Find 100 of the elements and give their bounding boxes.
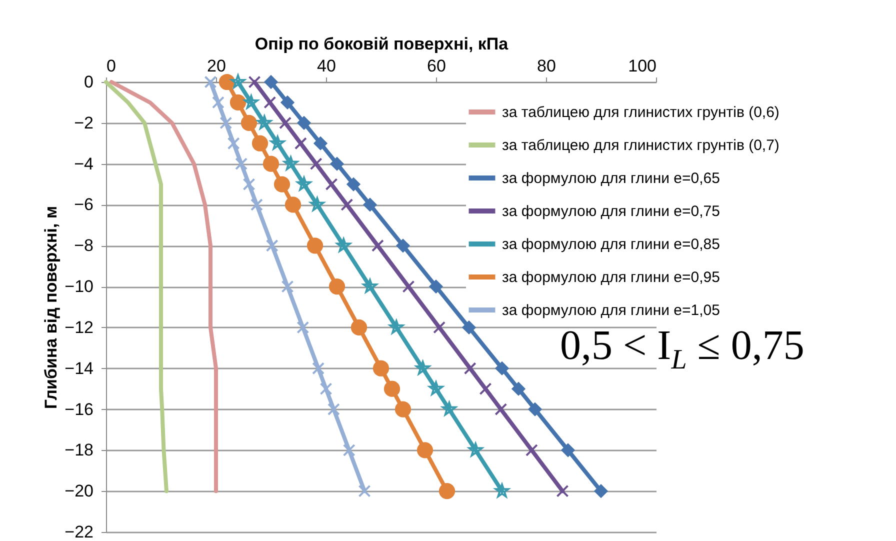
- y-tick-label: −22: [64, 522, 94, 541]
- point: [464, 362, 476, 375]
- point: [218, 74, 236, 90]
- legend-label: за формулою для глини е=0,95: [502, 269, 720, 286]
- y-tick-label: 0: [84, 72, 94, 92]
- point: [560, 443, 576, 458]
- point: [270, 136, 285, 150]
- point: [280, 95, 295, 110]
- point: [389, 320, 404, 334]
- line-series: [110, 80, 218, 494]
- point: [262, 156, 280, 172]
- point: [281, 280, 294, 293]
- point: [204, 76, 217, 88]
- point: [494, 484, 510, 498]
- point: [327, 403, 340, 416]
- point: [358, 484, 371, 498]
- x-tick-label: 20: [207, 56, 226, 76]
- legend-label: за формулою для глини е=0,75: [502, 203, 720, 220]
- point: [252, 135, 268, 152]
- y-tick-label: −16: [64, 400, 94, 419]
- point: [336, 238, 351, 252]
- y-tick-label: −6: [74, 195, 94, 214]
- point: [257, 115, 272, 130]
- point: [371, 239, 384, 252]
- point: [479, 382, 492, 396]
- point: [296, 116, 312, 130]
- y-tick-label: −20: [64, 482, 94, 501]
- point: [494, 361, 510, 376]
- point: [294, 137, 307, 150]
- point: [416, 360, 430, 375]
- point: [468, 442, 483, 456]
- point: [511, 382, 526, 396]
- point: [296, 176, 312, 191]
- point: [462, 320, 476, 335]
- point: [402, 280, 415, 293]
- annotation: 0,5 < I$_{L}$ ≤ 0,75: [560, 322, 804, 376]
- point: [244, 94, 258, 109]
- x-tick-label: 40: [317, 56, 336, 76]
- point: [342, 444, 356, 456]
- point: [306, 238, 324, 254]
- point: [433, 321, 446, 334]
- y-tick-label: −10: [64, 277, 94, 296]
- point: [220, 116, 232, 130]
- y-tick-label: −2: [74, 113, 94, 132]
- point: [384, 380, 400, 397]
- point: [313, 136, 328, 150]
- point: [594, 484, 608, 498]
- point: [396, 238, 410, 253]
- y-axis-title: Глибина від поверхні, м: [42, 206, 61, 410]
- point: [227, 137, 240, 150]
- point: [242, 178, 256, 191]
- point: [428, 279, 444, 294]
- point: [310, 197, 324, 212]
- x-tick-label: 0: [106, 56, 116, 76]
- point: [230, 94, 246, 110]
- x-tick-label: 100: [628, 56, 656, 76]
- point: [264, 96, 276, 109]
- point: [525, 444, 538, 456]
- legend-label: за таблицею для глинистих грунтів (0,7): [502, 137, 780, 154]
- x-tick-label: 60: [427, 56, 446, 76]
- point: [240, 114, 258, 131]
- point: [212, 96, 224, 109]
- point: [310, 158, 322, 170]
- point: [556, 484, 569, 498]
- x-tick-label: 80: [537, 56, 556, 76]
- point: [279, 116, 292, 130]
- y-tick-label: −4: [74, 154, 94, 174]
- point: [284, 156, 298, 170]
- point: [372, 360, 390, 376]
- point: [528, 402, 542, 416]
- y-tick-label: −14: [64, 358, 94, 378]
- x-axis-title: Опір по боковій поверхні, кПа: [254, 34, 509, 54]
- point: [494, 403, 508, 416]
- point: [320, 382, 332, 396]
- legend-label: за формулою для глини е=0,85: [502, 236, 720, 253]
- point: [296, 321, 310, 334]
- point: [416, 442, 434, 458]
- point: [438, 483, 456, 500]
- point: [346, 177, 361, 192]
- legend-label: за формулою для глини е=1,05: [502, 302, 720, 319]
- point: [248, 76, 261, 88]
- legend-label: за таблицею для глинистих грунтів (0,6): [502, 104, 780, 121]
- point: [274, 176, 290, 192]
- point: [362, 279, 378, 293]
- point: [350, 319, 368, 336]
- point: [442, 402, 456, 416]
- legend-label: за формулою для глини е=0,65: [502, 170, 720, 187]
- point: [428, 381, 444, 396]
- point: [312, 362, 325, 375]
- point: [328, 278, 346, 295]
- point: [325, 178, 338, 191]
- line-series: [104, 80, 168, 494]
- y-tick-label: −18: [64, 440, 94, 460]
- point: [394, 401, 412, 418]
- point: [230, 74, 246, 88]
- point: [340, 198, 354, 211]
- point: [264, 74, 278, 90]
- point: [284, 196, 302, 213]
- y-tick-label: −12: [64, 318, 94, 337]
- point: [250, 198, 263, 211]
